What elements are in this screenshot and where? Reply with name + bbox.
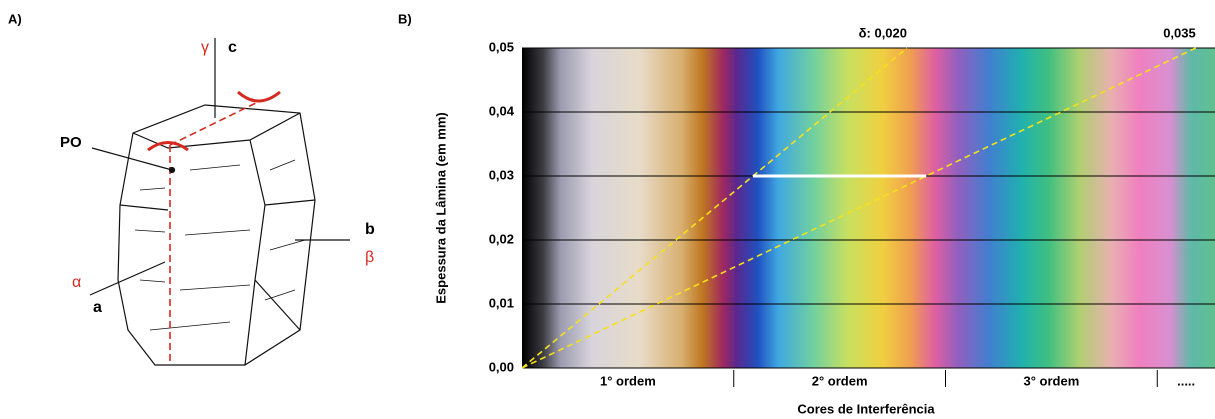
series-label: δ: 0,020 [859,25,907,40]
y-tick-label: 0,03 [489,167,514,182]
axis-label: b [365,221,375,238]
axis-label: γ [201,39,209,56]
panel-label: B) [398,11,412,26]
axis-label: α [72,274,81,291]
y-axis-title: Espessura da Lâmina (em mm) [433,112,448,303]
axis-label: c [228,39,237,56]
y-tick-label: 0,04 [489,103,515,118]
y-tick-label: 0,01 [489,295,514,310]
interference-colors [522,48,1215,368]
x-category-label: 1° ordem [600,373,656,388]
point-label: PO [60,134,82,151]
series-label: 0,035 [1163,25,1196,40]
x-category-label: 2° ordem [812,373,868,388]
y-tick-label: 0,02 [489,231,514,246]
axis-label: a [93,299,102,316]
y-tick-label: 0,00 [489,359,514,374]
y-tick-label: 0,05 [489,39,514,54]
panel-label: A) [8,11,22,26]
x-category-label: ..... [1177,373,1195,388]
figure: A) γ c PO b β α a B) Cores de Interferên… [0,0,1215,419]
x-axis-title: Cores de Interferência [797,401,935,416]
axis-label: β [365,249,374,266]
x-category-label: 3° ordem [1023,373,1079,388]
crystal-diagram [90,38,350,365]
